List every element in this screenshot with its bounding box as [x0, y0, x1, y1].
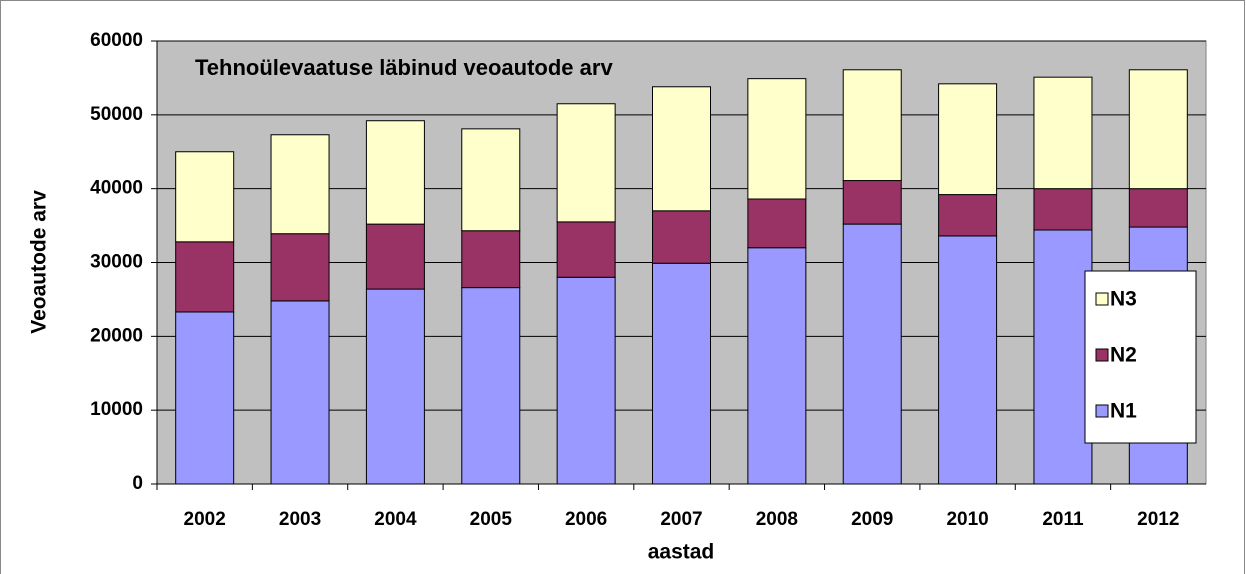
x-tick-label: 2008 [756, 509, 798, 530]
bar-segment [461, 287, 521, 485]
bar-segment [1128, 188, 1188, 228]
x-tick-label: 2009 [851, 509, 893, 530]
bar-segment [365, 288, 425, 485]
bar-segment [461, 128, 521, 232]
bar-segment [270, 233, 330, 302]
chart-title: Tehnoülevaatuse läbinud veoautode arv [195, 55, 613, 80]
x-tick-label: 2010 [946, 509, 988, 530]
x-tick-label: 2012 [1137, 509, 1179, 530]
y-tick-label: 50000 [90, 104, 143, 125]
bar-segment [842, 69, 902, 182]
bar-segment [747, 78, 807, 200]
bar-segment [1033, 76, 1093, 190]
bar-segment [652, 210, 711, 264]
bar-segment [747, 247, 807, 485]
legend-label: N3 [1110, 288, 1137, 311]
y-tick-label: 10000 [90, 399, 143, 420]
x-tick-label: 2006 [565, 509, 607, 530]
bar-segment [652, 86, 711, 212]
bar-segment [747, 198, 807, 249]
bar-segment [1033, 229, 1093, 485]
legend-swatch [1095, 348, 1109, 362]
y-tick-label: 30000 [90, 252, 143, 273]
x-tick-label: 2005 [470, 509, 513, 530]
y-tick-label: 60000 [90, 30, 143, 51]
x-tick-label: 2011 [1042, 509, 1084, 530]
bar-segment [270, 134, 330, 235]
bar-segment [842, 223, 902, 485]
y-tick-label: 0 [132, 473, 143, 494]
bar-segment [938, 194, 998, 237]
y-axis-label: Veoautode arv [28, 190, 51, 334]
bar-segment [556, 103, 616, 223]
x-tick-label: 2007 [660, 509, 702, 530]
bar-segment [1033, 188, 1093, 231]
bar-segment [175, 151, 235, 243]
y-tick-label: 20000 [90, 325, 143, 346]
bar-segment [938, 235, 998, 485]
x-axis-label: aastad [648, 541, 715, 564]
bar-segment [652, 262, 711, 485]
bar-segment [1128, 69, 1188, 190]
bar-segment [270, 300, 330, 485]
legend-label: N1 [1110, 400, 1137, 423]
legend-swatch [1095, 292, 1109, 306]
x-tick-label: 2002 [184, 509, 226, 530]
legend-label: N2 [1110, 344, 1137, 367]
bar-segment [175, 311, 235, 485]
bar-segment [556, 221, 616, 278]
bar-segment [556, 276, 616, 485]
x-tick-label: 2003 [279, 509, 321, 530]
bar-segment [175, 241, 235, 313]
x-tick-label: 2004 [374, 509, 417, 530]
y-tick-label: 40000 [90, 178, 143, 199]
bar-segment [938, 83, 998, 196]
bar-segment [461, 230, 521, 289]
legend-swatch [1095, 404, 1109, 418]
bar-segment [365, 120, 425, 225]
bar-segment [842, 180, 902, 225]
bar-segment [365, 223, 425, 290]
